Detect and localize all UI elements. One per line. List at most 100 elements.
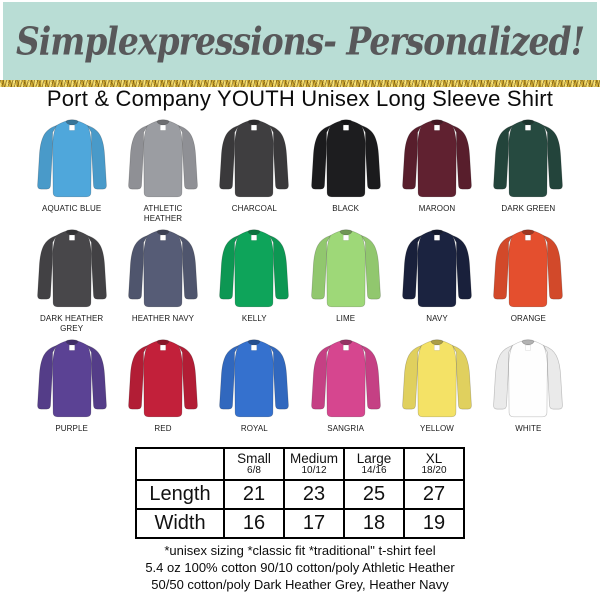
long-sleeve-shirt-graphic bbox=[310, 229, 381, 308]
shirt-right-sleeve bbox=[86, 234, 107, 300]
shirt-left-sleeve bbox=[128, 234, 149, 300]
shirt-color-label: DARK HEATHER GREY bbox=[40, 314, 104, 333]
size-column-header: Medium 10/12 bbox=[283, 447, 345, 481]
size-age-range: 14/16 bbox=[361, 464, 387, 476]
shirt-right-sleeve bbox=[86, 124, 107, 190]
measurement-value: 17 bbox=[283, 508, 345, 539]
long-sleeve-shirt-graphic bbox=[493, 339, 564, 418]
neck-tag bbox=[251, 234, 258, 241]
product-note-line: *unisex sizing *classic fit *traditional… bbox=[164, 543, 436, 558]
shirt-left-sleeve bbox=[493, 234, 514, 300]
shirt-swatch: WHITE bbox=[483, 335, 574, 445]
shirt-swatch: SANGRIA bbox=[300, 335, 391, 445]
size-chart-corner-cell bbox=[135, 447, 225, 481]
measurement-value: 23 bbox=[283, 479, 345, 510]
shirt-left-sleeve bbox=[310, 344, 331, 410]
product-title: Port & Company YOUTH Unisex Long Sleeve … bbox=[46, 86, 554, 111]
shirt-torso bbox=[325, 230, 366, 308]
shirt-color-label: HEATHER NAVY bbox=[131, 314, 195, 323]
shirt-swatch: HEATHER NAVY bbox=[117, 225, 208, 335]
long-sleeve-shirt-graphic bbox=[310, 339, 381, 418]
shirt-swatch: KELLY bbox=[209, 225, 300, 335]
shirt-collar bbox=[430, 229, 444, 236]
shirt-right-sleeve bbox=[177, 344, 198, 410]
shirt-swatch: CHARCOAL bbox=[209, 115, 300, 225]
shirt-right-sleeve bbox=[451, 234, 472, 300]
shirt-torso bbox=[51, 340, 92, 418]
shirt-color-label: YELLOW bbox=[420, 424, 454, 433]
shirt-right-sleeve bbox=[269, 234, 290, 300]
shirt-collar bbox=[247, 119, 261, 126]
size-column-header: Small 6/8 bbox=[223, 447, 285, 481]
neck-tag bbox=[525, 124, 532, 131]
long-sleeve-shirt-graphic bbox=[36, 119, 107, 198]
neck-tag bbox=[68, 234, 75, 241]
shirt-swatch: ROYAL bbox=[209, 335, 300, 445]
shirt-collar bbox=[521, 229, 535, 236]
long-sleeve-shirt-graphic bbox=[219, 339, 290, 418]
shirt-left-sleeve bbox=[36, 234, 57, 300]
shirt-swatch: LIME bbox=[300, 225, 391, 335]
shirt-left-sleeve bbox=[219, 124, 240, 190]
shirt-swatch: MAROON bbox=[391, 115, 482, 225]
shirt-swatch: DARK HEATHER GREY bbox=[26, 225, 117, 335]
neck-tag bbox=[68, 124, 75, 131]
shirt-right-sleeve bbox=[543, 344, 564, 410]
shirt-swatch: RED bbox=[117, 335, 208, 445]
size-chart-row: Length 21 23 25 27 bbox=[135, 479, 465, 510]
shirt-torso bbox=[417, 120, 457, 198]
size-chart-section: Small 6/8 Medium 10/12 Large 14/16 XL 18/20 Leng… bbox=[0, 447, 600, 539]
shirt-left-sleeve bbox=[128, 344, 149, 410]
shirt-swatch: NAVY bbox=[391, 225, 482, 335]
shirt-right-sleeve bbox=[177, 124, 198, 190]
neck-tag bbox=[251, 124, 258, 131]
shirt-left-sleeve bbox=[128, 124, 149, 190]
shirt-collar bbox=[65, 339, 79, 346]
long-sleeve-shirt-graphic bbox=[402, 229, 472, 308]
shirt-torso bbox=[143, 120, 183, 198]
shirt-swatch: ORANGE bbox=[483, 225, 574, 335]
shirt-color-label: LIME bbox=[336, 314, 356, 323]
shirt-torso bbox=[325, 340, 366, 418]
size-name: Small bbox=[237, 450, 271, 466]
shirt-left-sleeve bbox=[219, 234, 240, 300]
long-sleeve-shirt-graphic bbox=[402, 339, 472, 418]
neck-tag bbox=[434, 124, 440, 131]
shirt-right-sleeve bbox=[360, 234, 381, 300]
shirt-left-sleeve bbox=[36, 124, 57, 190]
shirt-right-sleeve bbox=[543, 234, 564, 300]
measurement-value: 25 bbox=[343, 479, 405, 510]
shirt-torso bbox=[234, 230, 275, 308]
size-age-range: 10/12 bbox=[301, 464, 327, 476]
shirt-collar bbox=[65, 119, 79, 126]
measurement-value: 27 bbox=[403, 479, 465, 510]
long-sleeve-shirt-graphic bbox=[402, 119, 472, 198]
measurement-value: 19 bbox=[403, 508, 465, 539]
shirt-torso bbox=[508, 230, 549, 308]
neck-tag bbox=[160, 344, 166, 351]
shirt-collar bbox=[430, 119, 444, 126]
shirt-collar bbox=[339, 119, 353, 126]
measurement-label: Width bbox=[135, 508, 225, 539]
size-age-range: 18/20 bbox=[421, 464, 447, 476]
shirt-right-sleeve bbox=[451, 344, 472, 410]
brand-name: Simplexpressions- Personalized! bbox=[15, 18, 585, 64]
shirt-left-sleeve bbox=[219, 344, 240, 410]
long-sleeve-shirt-graphic bbox=[36, 229, 107, 308]
size-age-range: 6/8 bbox=[247, 464, 261, 476]
shirt-color-label: ORANGE bbox=[510, 314, 546, 323]
size-chart-row: Width 16 17 18 19 bbox=[135, 508, 465, 539]
long-sleeve-shirt-graphic bbox=[219, 229, 290, 308]
shirt-collar bbox=[65, 229, 79, 236]
size-name: Large bbox=[356, 450, 392, 466]
size-chart-table: Small 6/8 Medium 10/12 Large 14/16 XL 18/20 Leng… bbox=[135, 447, 465, 539]
shirt-torso bbox=[234, 340, 275, 418]
long-sleeve-shirt-graphic bbox=[36, 339, 107, 418]
neck-tag bbox=[68, 344, 75, 351]
measurement-label: Length bbox=[135, 479, 225, 510]
long-sleeve-shirt-graphic bbox=[310, 119, 381, 198]
shirt-torso bbox=[143, 340, 183, 418]
neck-tag bbox=[434, 344, 440, 351]
shirt-color-label: NAVY bbox=[426, 314, 448, 323]
